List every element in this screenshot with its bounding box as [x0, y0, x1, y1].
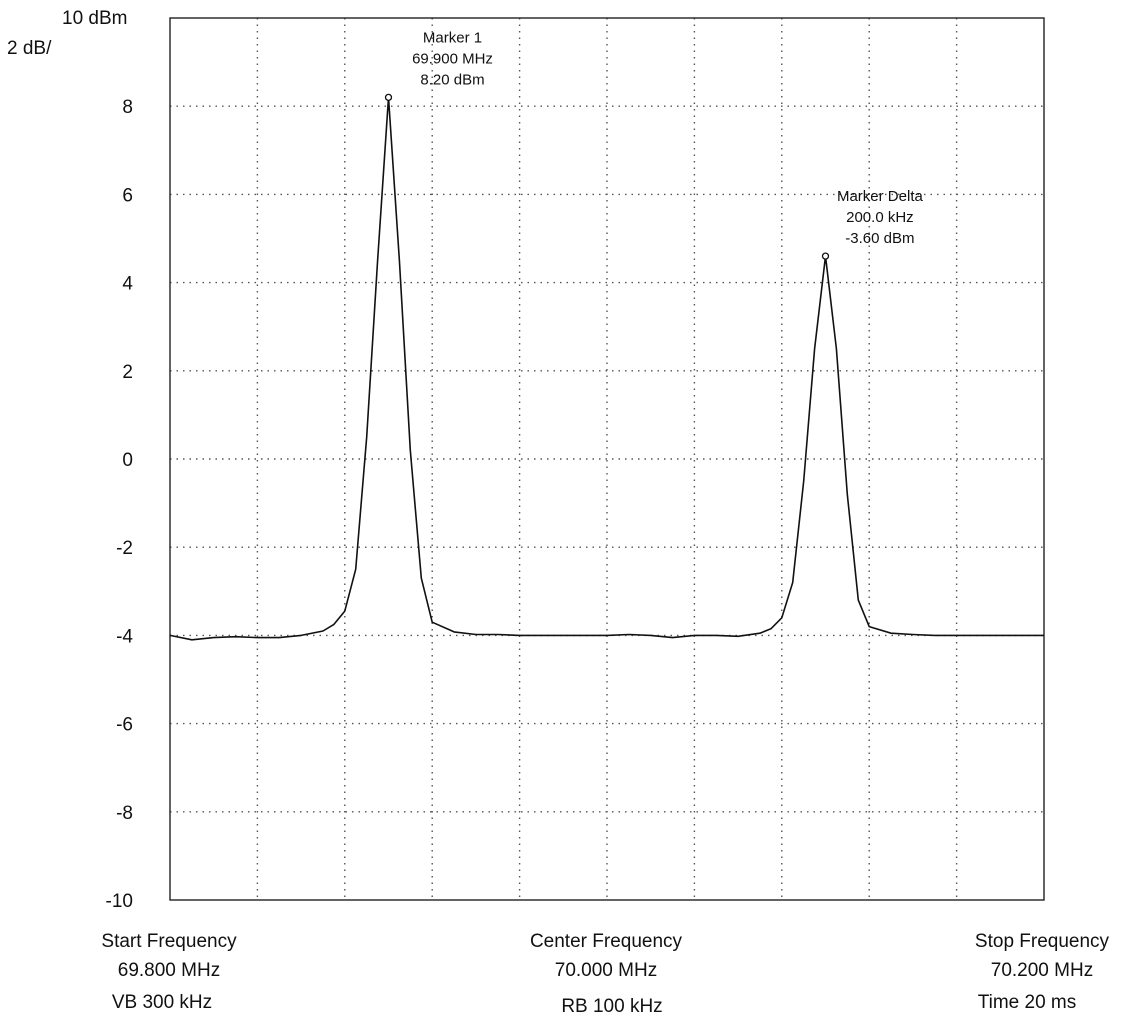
trace-layer [169, 96, 1044, 641]
stop-frequency-value: 70.200 MHz [990, 960, 1094, 981]
sweep-time-label: Time 20 ms [977, 992, 1077, 1013]
marker-point [384, 93, 393, 102]
marker-point [821, 252, 830, 260]
y-tick-label: 4 [122, 274, 133, 295]
reference-level-label: 10 dBm [62, 8, 128, 29]
spectrum-trace [169, 96, 1044, 641]
y-tick-label: -10 [106, 891, 133, 912]
y-tick-label: -4 [116, 626, 133, 647]
marker-level-label: 8.20 dBm [420, 71, 484, 88]
y-tick-label: -2 [116, 538, 133, 559]
marker-name-label: Marker Delta [837, 188, 924, 205]
marker-level-label: -3.60 dBm [845, 230, 914, 247]
scale-label: 2 dB/ [7, 38, 52, 59]
center-frequency-value: 70.000 MHz [554, 960, 658, 981]
y-tick-label: -8 [116, 803, 133, 824]
start-frequency-value: 69.800 MHz [117, 960, 221, 981]
y-tick-label: 0 [122, 450, 133, 471]
stop-frequency-label: Stop Frequency [974, 931, 1110, 952]
plot-frame [169, 17, 1045, 901]
y-tick-label: 6 [122, 185, 133, 206]
center-frequency-label: Center Frequency [529, 931, 683, 952]
y-tick-label: 2 [122, 362, 133, 383]
grid [170, 18, 1044, 900]
start-frequency-label: Start Frequency [101, 931, 237, 952]
marker-layer: Marker 1 69.900 MHz 8.20 dBm Marker Delta 20… [384, 29, 924, 260]
marker-frequency-label: 200.0 kHz [846, 209, 914, 226]
resolution-bandwidth-label: RB 100 kHz [561, 996, 663, 1017]
marker-frequency-label: 69.900 MHz [412, 50, 493, 67]
y-axis-ticks: 8 6 4 2 0 -2 -4 -6 -8 -10 [106, 97, 134, 912]
y-tick-label: 8 [122, 97, 133, 118]
marker-name-label: Marker 1 [423, 29, 482, 46]
video-bandwidth-label: VB 300 kHz [111, 992, 213, 1013]
y-tick-label: -6 [116, 715, 133, 736]
